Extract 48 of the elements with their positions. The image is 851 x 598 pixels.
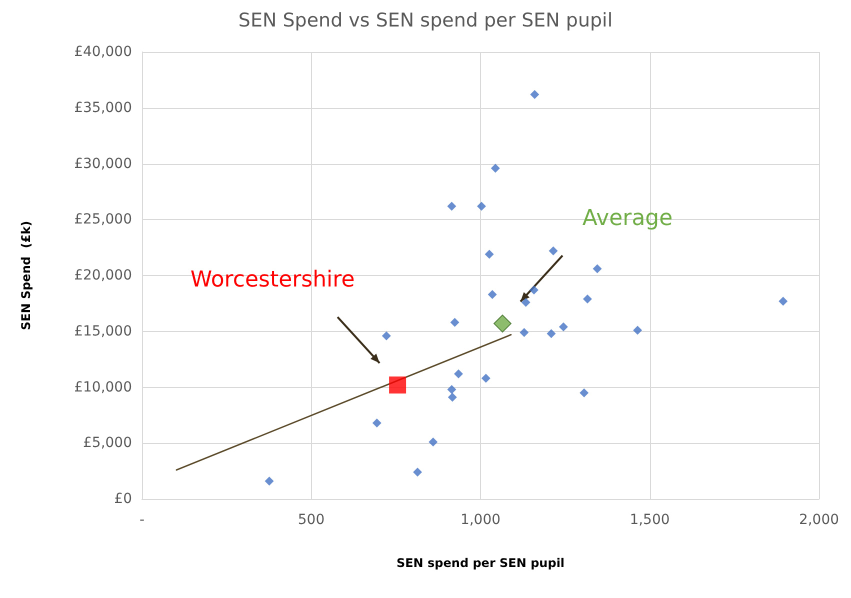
point <box>592 264 602 274</box>
point <box>428 438 438 447</box>
y-tick-label: £15,000 <box>74 323 132 340</box>
x-tick-label: 2,000 <box>798 512 840 528</box>
x-axis-title: SEN spend per SEN pupil <box>396 556 565 570</box>
point <box>490 164 500 173</box>
point <box>447 384 456 394</box>
point <box>546 329 556 338</box>
point <box>372 418 382 428</box>
point <box>494 314 512 333</box>
point <box>778 296 788 306</box>
y-tick-label: £0 <box>114 491 132 507</box>
point <box>264 476 274 486</box>
y-tick-label: £20,000 <box>74 268 132 284</box>
x-tick-label: 500 <box>298 512 325 528</box>
text: Worcestershire <box>190 268 355 293</box>
point <box>580 388 589 398</box>
point <box>484 250 494 259</box>
point <box>488 290 497 299</box>
x-tick-label: 1,000 <box>460 512 501 528</box>
y-tick-label: £5,000 <box>83 435 132 452</box>
y-tick-label: £35,000 <box>74 100 132 116</box>
point <box>530 90 540 99</box>
point <box>582 294 592 304</box>
point <box>447 202 456 211</box>
point <box>633 326 642 335</box>
point <box>477 202 486 211</box>
point <box>520 328 529 337</box>
point <box>448 392 457 402</box>
point <box>521 298 530 307</box>
y-tick-label: £30,000 <box>74 156 132 172</box>
point <box>529 286 538 295</box>
point <box>413 468 422 477</box>
point <box>382 331 391 340</box>
y-tick-label: £25,000 <box>74 212 132 228</box>
y-tick-label: £10,000 <box>74 379 132 396</box>
point <box>548 246 558 256</box>
chart-title: SEN Spend vs SEN spend per SEN pupil <box>238 10 613 32</box>
point <box>454 369 463 378</box>
point <box>558 322 568 332</box>
text: Average <box>582 206 673 232</box>
y-tick-label: £40,000 <box>74 44 132 60</box>
x-tick-label: - <box>139 512 145 528</box>
point <box>450 318 460 327</box>
x-tick-label: 1,500 <box>630 512 670 528</box>
y-axis-title: SEN Spend (£k) <box>19 220 33 330</box>
point <box>481 374 490 383</box>
point <box>389 376 406 394</box>
